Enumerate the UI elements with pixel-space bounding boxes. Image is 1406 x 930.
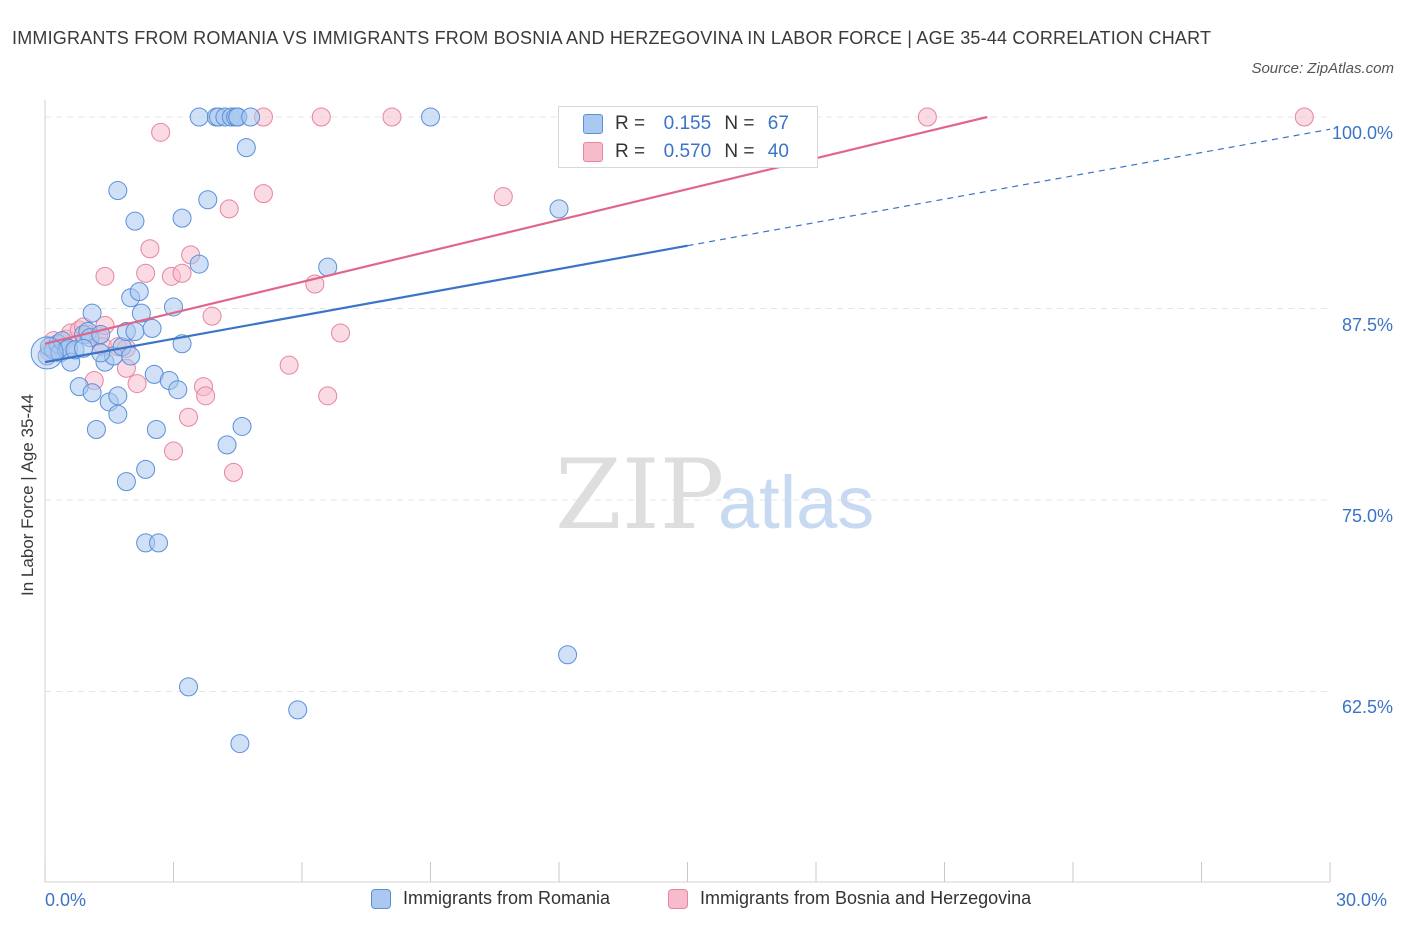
y-tick-100: 100.0% [1331, 123, 1393, 143]
point-bosnia [202, 306, 222, 326]
point-romania [198, 190, 218, 210]
bottom-legend-label-romania: Immigrants from Romania [403, 888, 611, 908]
point-bosnia [311, 107, 331, 127]
trendline-romania-solid [44, 244, 688, 364]
correlation-legend: R = 0.155 N = 67 R = 0.570 N = 40 [558, 106, 818, 168]
point-romania [241, 107, 261, 127]
point-romania-cluster [30, 336, 64, 370]
bottom-legend-label-bosnia: Immigrants from Bosnia and Herzegovina [700, 888, 1032, 908]
y-tick-62-5: 62.5% [1341, 697, 1393, 717]
point-bosnia [95, 266, 115, 286]
x-tick-min: 0.0% [45, 890, 87, 910]
point-bosnia [151, 122, 171, 142]
axes [44, 100, 1331, 883]
point-romania [168, 380, 188, 400]
point-bosnia [136, 263, 156, 283]
point-bosnia [493, 187, 513, 207]
points-romania [30, 107, 578, 754]
point-romania [178, 677, 198, 697]
point-romania [108, 404, 128, 424]
point-romania [172, 334, 192, 354]
y-tick-87-5: 87.5% [1341, 315, 1393, 335]
legend-r-value-bosnia: 0.570 [663, 141, 712, 162]
point-romania [142, 318, 162, 338]
point-bosnia [253, 184, 273, 204]
point-bosnia [172, 263, 192, 283]
point-romania [82, 383, 102, 403]
point-romania [129, 282, 149, 302]
point-romania [74, 338, 94, 358]
point-romania [108, 386, 128, 406]
y-tick-75: 75.0% [1341, 506, 1393, 526]
point-bosnia [127, 374, 147, 394]
point-romania [82, 303, 102, 323]
point-bosnia [382, 107, 402, 127]
point-romania [125, 321, 145, 341]
point-bosnia [140, 239, 160, 259]
bottom-legend-romania[interactable]: Immigrants from Romania [371, 888, 610, 909]
legend-r-label: R = [615, 113, 646, 134]
point-romania [108, 181, 128, 201]
legend-n-value-bosnia: 40 [767, 141, 789, 162]
point-romania [189, 107, 209, 127]
point-bosnia [279, 355, 299, 375]
point-romania [189, 254, 209, 274]
point-romania [230, 734, 250, 754]
bottom-legend-bosnia[interactable]: Immigrants from Bosnia and Herzegovina [668, 888, 1031, 909]
legend-n-label: N = [724, 113, 755, 134]
point-romania [236, 138, 256, 158]
point-romania [116, 472, 136, 492]
chart-title: IMMIGRANTS FROM ROMANIA VS IMMIGRANTS FR… [12, 28, 1212, 48]
source-label: Source: ZipAtlas.com [1251, 60, 1394, 77]
point-bosnia [223, 462, 243, 482]
point-bosnia [219, 199, 239, 219]
point-bosnia [164, 441, 183, 461]
watermark: ZIP atlas [555, 439, 874, 551]
point-romania [172, 208, 192, 228]
point-bosnia [1294, 107, 1314, 127]
legend-n-value-romania: 67 [767, 113, 789, 134]
point-bosnia [178, 407, 198, 427]
point-romania [136, 459, 156, 479]
trendlines [44, 115, 1331, 364]
point-romania [288, 700, 308, 720]
legend-swatch-romania [583, 114, 603, 134]
point-romania [549, 199, 569, 219]
trendline-bosnia [44, 115, 988, 345]
legend-n-label: N = [724, 141, 755, 162]
gridlines [45, 116, 1330, 692]
watermark-zip: ZIP [555, 439, 724, 551]
point-romania [146, 420, 166, 440]
x-tick-max: 30.0% [1336, 890, 1388, 910]
legend-swatch-bosnia [583, 142, 603, 162]
point-romania [86, 420, 106, 440]
point-romania [232, 416, 252, 436]
bottom-legend-swatch-bosnia [668, 888, 688, 909]
point-bosnia [318, 386, 338, 406]
trendline-romania-dashed [687, 128, 1331, 247]
point-romania [217, 435, 237, 455]
legend-r-label: R = [615, 141, 646, 162]
point-romania [121, 346, 141, 366]
point-romania [149, 533, 169, 553]
point-romania [131, 303, 151, 323]
point-romania [421, 107, 440, 127]
point-bosnia [917, 107, 937, 127]
point-romania [558, 645, 578, 665]
point-bosnia [331, 323, 351, 343]
legend-r-value-romania: 0.155 [663, 113, 712, 134]
point-romania [125, 211, 145, 231]
legend-row-bosnia: R = 0.570 N = 40 [583, 139, 789, 165]
legend-row-romania: R = 0.155 N = 67 [583, 111, 789, 137]
point-bosnia [196, 386, 216, 406]
bottom-legend-swatch-romania [371, 888, 391, 909]
watermark-atlas: atlas [718, 461, 874, 544]
